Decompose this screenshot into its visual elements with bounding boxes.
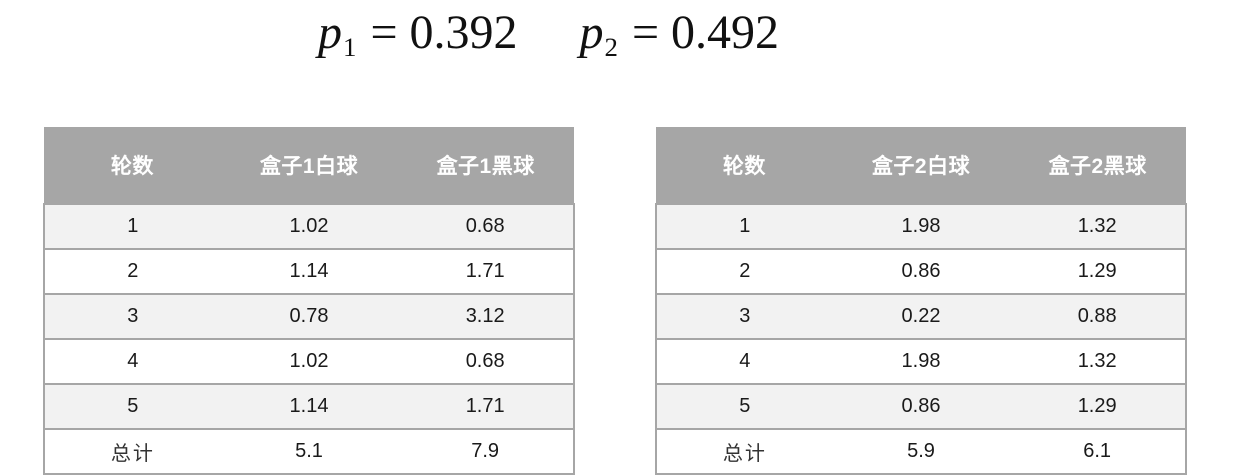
value-cell: 1.32 xyxy=(1009,338,1186,384)
row-label-cell: 3 xyxy=(656,293,833,339)
table-row: 1 1.02 0.68 xyxy=(44,204,574,249)
table-row: 总计 5.1 7.9 xyxy=(44,428,574,474)
row-label-cell: 5 xyxy=(656,383,833,429)
p2-variable: p xyxy=(579,6,604,59)
table-row: 3 0.78 3.12 xyxy=(44,293,574,339)
table-row: 1 1.98 1.32 xyxy=(656,204,1186,249)
value-cell: 1.71 xyxy=(397,383,574,429)
value-cell: 1.02 xyxy=(220,338,398,384)
p1-value: 0.392 xyxy=(409,6,518,59)
row-label-cell: 4 xyxy=(44,338,221,384)
value-cell: 7.9 xyxy=(397,428,574,474)
value-cell: 1.14 xyxy=(220,383,398,429)
p2-equals-sign: = xyxy=(631,6,660,59)
p2-subscript: 2 xyxy=(604,31,618,62)
table-row: 总计 5.9 6.1 xyxy=(656,428,1186,474)
value-cell: 0.68 xyxy=(397,338,574,384)
row-label-cell: 2 xyxy=(44,248,221,294)
value-cell: 0.86 xyxy=(832,248,1010,294)
value-cell: 0.86 xyxy=(832,383,1010,429)
table-row: 5 0.86 1.29 xyxy=(656,383,1186,429)
column-header: 轮数 xyxy=(656,127,833,204)
value-cell: 1.14 xyxy=(220,248,398,294)
row-label-cell: 1 xyxy=(44,204,221,249)
box2-results-table: 轮数 盒子2白球 盒子2黑球 1 1.98 1.32 2 0.86 1.29 3 0.22 0.88 4… xyxy=(655,127,1187,475)
row-label-cell: 2 xyxy=(656,248,833,294)
column-header: 盒子2白球 xyxy=(832,127,1010,204)
value-cell: 1.71 xyxy=(397,248,574,294)
box1-results-table: 轮数 盒子1白球 盒子1黑球 1 1.02 0.68 2 1.14 1.71 3 0.78 3.12 4… xyxy=(43,127,575,475)
value-cell: 0.78 xyxy=(220,293,398,339)
p2-value: 0.492 xyxy=(671,6,780,59)
header-row: 轮数 盒子2白球 盒子2黑球 xyxy=(656,127,1186,204)
p1-subscript: 1 xyxy=(343,31,357,62)
value-cell: 5.1 xyxy=(220,428,398,474)
value-cell: 0.88 xyxy=(1009,293,1186,339)
value-cell: 1.98 xyxy=(832,204,1010,249)
value-cell: 0.22 xyxy=(832,293,1010,339)
value-cell: 1.29 xyxy=(1009,248,1186,294)
row-label-cell: 3 xyxy=(44,293,221,339)
value-cell: 3.12 xyxy=(397,293,574,339)
table-row: 2 0.86 1.29 xyxy=(656,248,1186,294)
value-cell: 0.68 xyxy=(397,204,574,249)
value-cell: 6.1 xyxy=(1009,428,1186,474)
header-row: 轮数 盒子1白球 盒子1黑球 xyxy=(44,127,574,204)
value-cell: 1.98 xyxy=(832,338,1010,384)
value-cell: 1.02 xyxy=(220,204,398,249)
column-header: 盒子2黑球 xyxy=(1009,127,1186,204)
row-label-cell: 4 xyxy=(656,338,833,384)
value-cell: 1.29 xyxy=(1009,383,1186,429)
column-header: 盒子1白球 xyxy=(220,127,398,204)
table-row: 4 1.02 0.68 xyxy=(44,338,574,384)
value-cell: 1.32 xyxy=(1009,204,1186,249)
table-row: 3 0.22 0.88 xyxy=(656,293,1186,339)
row-label-cell: 总计 xyxy=(44,428,221,474)
column-header: 盒子1黑球 xyxy=(397,127,574,204)
table-row: 5 1.14 1.71 xyxy=(44,383,574,429)
value-cell: 5.9 xyxy=(832,428,1010,474)
column-header: 轮数 xyxy=(44,127,221,204)
p1-variable: p xyxy=(318,6,342,59)
p1-equals-sign: = xyxy=(370,6,398,59)
row-label-cell: 总计 xyxy=(656,428,833,474)
row-label-cell: 5 xyxy=(44,383,221,429)
table-row: 4 1.98 1.32 xyxy=(656,338,1186,384)
row-label-cell: 1 xyxy=(656,204,833,249)
table-row: 2 1.14 1.71 xyxy=(44,248,574,294)
